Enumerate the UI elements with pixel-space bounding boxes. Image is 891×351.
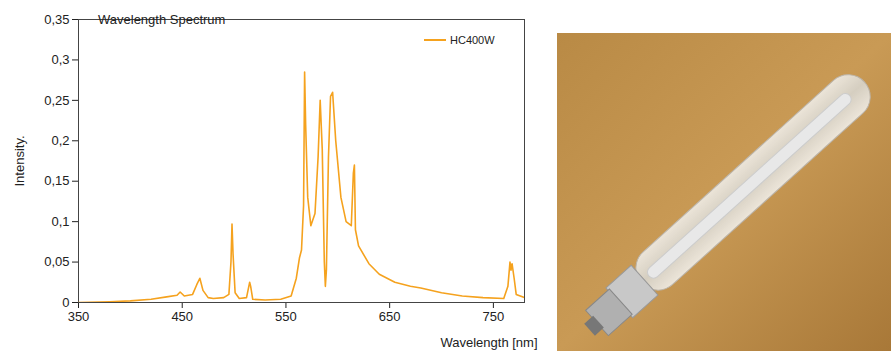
- svg-text:350: 350: [68, 309, 90, 324]
- svg-text:650: 650: [379, 309, 401, 324]
- svg-text:0,1: 0,1: [51, 214, 69, 229]
- svg-text:0: 0: [62, 295, 69, 310]
- svg-text:0,05: 0,05: [44, 254, 69, 269]
- svg-text:450: 450: [171, 309, 193, 324]
- html-text:Wavelength Spectrum: Wavelength Spectrum: [98, 12, 226, 27]
- svg-text:0,15: 0,15: [44, 173, 69, 188]
- svg-text:Wavelength [nm]: Wavelength [nm]: [440, 335, 537, 350]
- svg-text:0,35: 0,35: [44, 12, 69, 27]
- svg-text:550: 550: [275, 309, 297, 324]
- svg-text:0,25: 0,25: [44, 93, 69, 108]
- svg-text:0,3: 0,3: [51, 52, 69, 67]
- svg-text:Intensity.: Intensity.: [12, 135, 27, 186]
- svg-text:750: 750: [483, 309, 505, 324]
- svg-text:0,2: 0,2: [51, 133, 69, 148]
- html-text:HC400W: HC400W: [450, 34, 495, 46]
